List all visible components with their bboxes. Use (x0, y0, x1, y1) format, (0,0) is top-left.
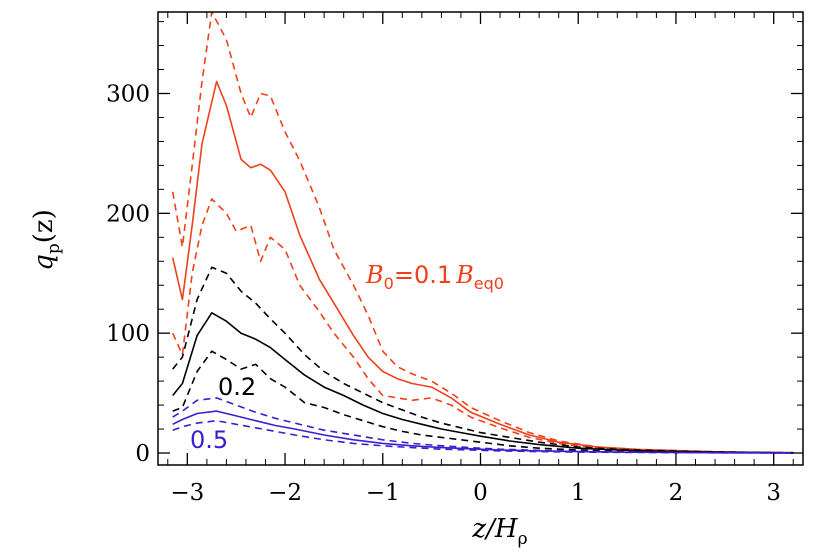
x-axis-label-main: z/H (471, 514, 518, 544)
x-tick-label: −3 (170, 480, 204, 506)
series-line-red-solid-0 (171, 80, 794, 454)
annotation-red-part-4: eq0 (474, 274, 504, 293)
axis-ticks (158, 12, 803, 465)
y-axis-label-arg: (z) (29, 209, 59, 243)
y-tick-label: 0 (135, 441, 150, 467)
annotation-red-part-1: 0 (384, 274, 394, 293)
y-axis-label: qp(z) (29, 209, 64, 271)
tick-labels: −3 −2 −1 0 1 2 3 0 100 200 300 (106, 81, 781, 506)
annotation-red-series: B0=0.1 Beq0 (365, 261, 504, 293)
series-layer (171, 12, 794, 454)
series-line-blue-dashed-8 (172, 419, 794, 454)
y-axis-label-main: q (29, 254, 59, 271)
x-tick-label: −1 (366, 480, 400, 506)
annotation-black-series: 0.2 (218, 373, 256, 401)
series-line-black-dashed-5 (172, 350, 794, 454)
annotation-red-part-2: =0.1 (394, 261, 452, 289)
y-tick-label: 200 (106, 201, 150, 227)
y-axis-label-sub: p (44, 243, 64, 254)
x-axis-label-sub: ρ (518, 529, 528, 549)
x-tick-label: 1 (571, 480, 586, 506)
annotation-blue-series: 0.5 (190, 426, 228, 454)
y-tick-label: 300 (106, 81, 150, 107)
x-tick-label: 0 (473, 480, 488, 506)
series-line-blue-dashed-7 (172, 397, 794, 454)
series-line-red-dashed-1 (171, 12, 794, 454)
x-axis-label: z/Hρ (471, 514, 527, 549)
annotation-red-part-0: B (365, 261, 384, 289)
x-tick-label: −2 (268, 480, 302, 506)
x-tick-label: 3 (766, 480, 781, 506)
series-line-black-solid-3 (172, 312, 794, 454)
x-tick-label: 2 (669, 480, 684, 506)
y-tick-label: 100 (106, 321, 150, 347)
annotation-red-part-3: B (455, 261, 474, 289)
series-line-black-dashed-4 (172, 266, 794, 454)
